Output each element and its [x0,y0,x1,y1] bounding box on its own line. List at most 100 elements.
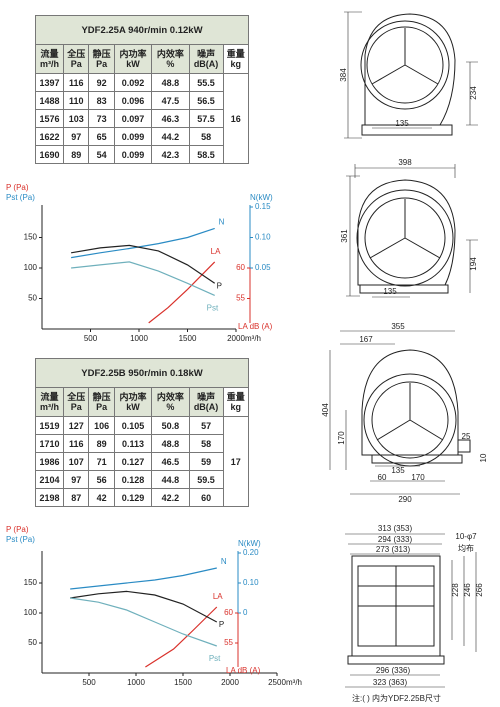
header-line: 静压 [92,49,111,59]
dimension-label: 290 [398,495,412,504]
header-line: dB(A) [193,402,219,412]
dimension-label: 228 [451,583,460,597]
cell: 106 [88,416,115,435]
data-row: 1488 110 83 0.096 47.5 56.5 [34,91,249,110]
drawing-front-a: 384 234 135 [339,11,478,139]
cell: 46.5 [151,452,190,471]
y-tick-label: 50 [28,638,37,647]
y-axis-label: P (Pa) [6,183,29,192]
x-tick-label: 2000 [221,678,239,687]
series-line [70,597,218,647]
data-row: 1397 116 92 0.092 48.8 55.5 16 [34,73,250,164]
cell: 59.5 [188,470,224,489]
x-axis-label: m³/h [245,334,261,343]
y3-tick-label: 55 [224,638,233,647]
y2-tick-label: 0.10 [243,578,259,587]
cell: 0.127 [113,452,153,471]
x-tick-label: 1500 [179,334,197,343]
dimension-label: 294 (333) [378,535,413,544]
cell: 0.105 [113,416,153,435]
dimension-label: 355 [391,322,405,331]
cell: 54 [88,145,115,164]
header-line: kW [126,59,140,69]
column-header: 流量 m³/h [34,44,65,74]
table-title: YDF2.25A 940r/min 0.12kW [35,15,249,45]
cell: 1576 [34,109,65,128]
cell: 71 [88,452,115,471]
column-header: 全压 Pa [63,387,90,417]
dimension-label: 170 [411,473,425,482]
dimension-label: 296 (336) [376,666,411,675]
note: 注:( ) 内为YDF2.25B尺寸 [352,693,441,703]
cell: 58.5 [188,145,224,164]
dimension-label: 323 (363) [373,678,408,687]
y3-axis-label: LA dB (A) [226,666,261,675]
cell: 0.092 [113,73,153,92]
x-tick-label: 2500 [268,678,286,687]
header-line: 流量 [40,49,59,59]
cell: 57 [188,416,224,435]
cell: 48.8 [151,73,190,92]
y-tick-label: 150 [24,233,38,242]
x-tick-label: 1500 [174,678,192,687]
cell: 42 [88,488,115,507]
data-row: 1690 89 54 0.099 42.3 58.5 [34,145,249,164]
cell: 103 [63,109,90,128]
cell: 0.096 [113,91,153,110]
header-line: 重量 [226,392,245,402]
series-line [145,606,218,668]
dimension-label: 234 [469,86,478,100]
y-axis-label: Pst (Pa) [6,535,35,544]
dimension-label: 10 [479,453,488,462]
cell: 1690 [34,145,65,164]
cell: 58 [188,434,224,453]
header-line: 噪声 [197,49,216,59]
cell: 116 [63,434,90,453]
header-row: 流量 m³/h 全压 Pa 静压 Pa 内功率 kW 内效率% 噪声 dB(A) 重量 kg [34,44,250,74]
cell: 1397 [34,73,65,92]
data-row: 1622 97 65 0.099 44.2 58 [34,127,249,146]
dimension-label: 384 [339,68,348,82]
cell: 116 [63,73,90,92]
y3-tick-label: 60 [236,263,245,272]
cell: 44.2 [151,127,190,146]
cell: 1519 [34,416,65,435]
cell: 110 [63,91,90,110]
cell: 97 [63,470,90,489]
y-tick-label: 100 [24,263,38,272]
header-line: % [166,59,175,69]
x-tick-label: 500 [84,334,98,343]
column-header: 重量 kg [222,44,250,74]
header-line: Pa [70,59,82,69]
dimension-label: 194 [469,257,478,271]
cell: 58 [188,127,224,146]
x-tick-label: 1000 [130,334,148,343]
cell: 50.8 [151,416,190,435]
drawing-side: 355 167 404 170 25 10 135 60 170 290 [321,322,488,504]
cell: 65 [88,127,115,146]
y-tick-label: 50 [28,294,37,303]
cell: 47.5 [151,91,190,110]
y3-tick-label: 60 [224,608,233,617]
cell: 73 [88,109,115,128]
cell: 97 [63,127,90,146]
header-line: 静压 [92,392,111,402]
y3-tick-label: 55 [236,294,245,303]
header-line: 内效率 [156,392,184,402]
series-line [70,590,218,623]
y-axis-label: Pst (Pa) [6,193,35,202]
dimension-label: 10-φ7 [455,532,477,541]
spec-table: YDF2.25B 950r/min 0.18kW 流量 m³/h 全压 Pa 静压 Pa 内功… [34,358,250,507]
cell: 44.8 [151,470,190,489]
cell: 0.099 [113,145,153,164]
column-header: 内效率% [151,44,190,74]
cell: 92 [88,73,115,92]
cell: 56 [88,470,115,489]
header-line: dB(A) [193,59,219,69]
dimension-label: 均布 [458,543,474,553]
cell: 46.3 [151,109,190,128]
cell: 87 [63,488,90,507]
data-row: 1710 116 89 0.113 48.8 58 [34,434,249,453]
